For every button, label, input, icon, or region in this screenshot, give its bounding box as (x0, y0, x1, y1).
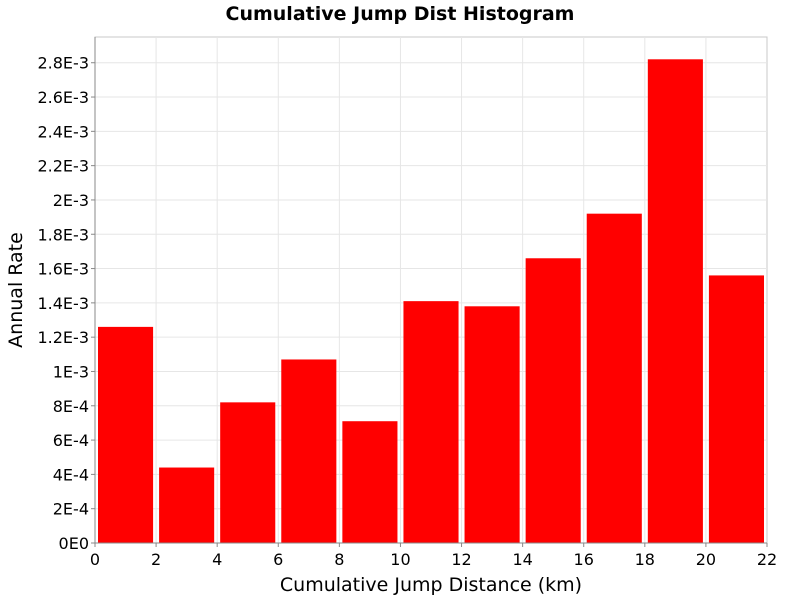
x-tick-label: 22 (757, 550, 777, 569)
y-tick-label: 2.8E-3 (37, 54, 89, 73)
histogram-bar (525, 258, 581, 543)
y-tick-label: 2.2E-3 (37, 157, 89, 176)
x-axis-ticks: 0 2 4 6 8 10 12 14 16 18 20 22 (90, 543, 777, 569)
y-tick-label: 6E-4 (53, 431, 89, 450)
x-tick-label: 14 (512, 550, 532, 569)
y-tick-label: 8E-4 (53, 397, 89, 416)
y-tick-label: 2E-3 (53, 191, 89, 210)
x-tick-label: 20 (696, 550, 716, 569)
y-tick-label: 1.4E-3 (37, 294, 89, 313)
histogram-bar (647, 59, 703, 543)
bars-group (98, 59, 764, 543)
histogram-bar (586, 213, 642, 543)
y-tick-label: 2.6E-3 (37, 88, 89, 107)
x-tick-label: 4 (212, 550, 222, 569)
y-tick-label: 2.4E-3 (37, 122, 89, 141)
y-tick-label: 0E0 (59, 534, 89, 553)
y-tick-label: 1.8E-3 (37, 225, 89, 244)
x-tick-label: 6 (273, 550, 283, 569)
y-axis-label: Annual Rate (5, 232, 27, 348)
histogram-bar (342, 421, 398, 543)
y-tick-label: 1.2E-3 (37, 328, 89, 347)
x-axis-label: Cumulative Jump Distance (km) (280, 574, 582, 596)
x-tick-label: 2 (151, 550, 161, 569)
histogram-bar (159, 467, 215, 543)
chart-title: Cumulative Jump Dist Histogram (226, 3, 575, 25)
histogram-bar (220, 402, 276, 543)
y-tick-label: 1E-3 (53, 362, 89, 381)
y-tick-label: 1.6E-3 (37, 260, 89, 279)
x-tick-label: 18 (635, 550, 655, 569)
x-tick-label: 0 (90, 550, 100, 569)
histogram-bar (708, 275, 764, 543)
histogram-bar (281, 359, 337, 543)
histogram-bar (464, 306, 520, 543)
histogram-bar (403, 301, 459, 543)
x-tick-label: 8 (334, 550, 344, 569)
x-tick-label: 12 (451, 550, 471, 569)
y-tick-label: 4E-4 (53, 465, 89, 484)
y-axis-ticks: 0E0 2E-4 4E-4 6E-4 8E-4 1E-3 1.2E-3 1.4E-3 1.6E-… (37, 54, 95, 553)
histogram-bar (98, 326, 154, 543)
x-tick-label: 16 (574, 550, 594, 569)
x-tick-label: 10 (390, 550, 410, 569)
y-tick-label: 2E-4 (53, 500, 89, 519)
